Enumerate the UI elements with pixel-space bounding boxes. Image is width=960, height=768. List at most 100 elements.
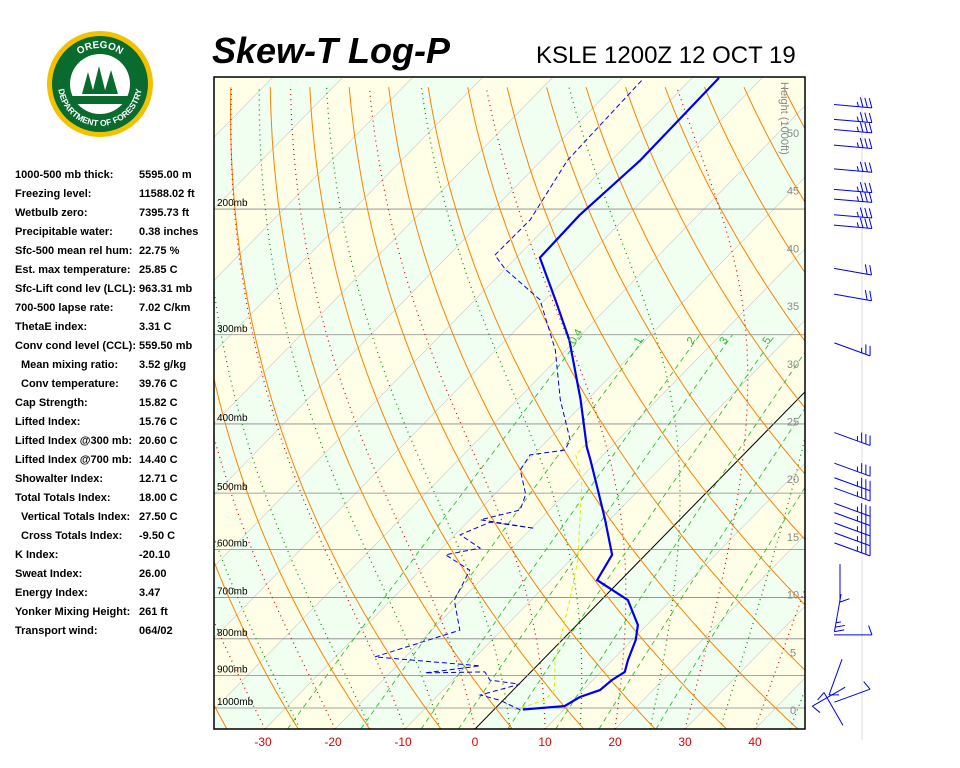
index-value: -9.50 C: [139, 530, 176, 542]
isotherm: [684, 605, 805, 729]
barb-flag: [868, 208, 873, 219]
index-value: 064/02: [139, 625, 173, 637]
barb-flag: [868, 162, 873, 173]
height-tick-label: 40: [787, 243, 799, 255]
isotherm: [214, 77, 484, 353]
moist-adiabat: [368, 87, 546, 729]
chart-title: Skew-T Log-P: [212, 30, 451, 71]
isobar-label: 500mb: [217, 482, 248, 493]
index-row: Mean mixing ratio: 3.52 g/kg: [15, 356, 198, 375]
isotherm: [0, 77, 203, 729]
index-value: 11588.02 ft: [139, 188, 195, 200]
barb-flag: [856, 196, 859, 202]
index-value: 963.31 mb: [139, 283, 193, 295]
index-row: Conv temperature: 39.76 C: [15, 375, 198, 394]
index-value: 15.76 C: [139, 416, 178, 428]
barb-staff: [834, 502, 871, 517]
index-label: Precipitable water:: [15, 226, 113, 238]
wind-barb: [833, 217, 873, 229]
barb-flag: [859, 122, 864, 133]
barb-staff: [834, 293, 872, 302]
wind-barb: [833, 137, 873, 149]
index-label: Lifted Index @300 mb:: [15, 435, 133, 447]
wind-barb: [834, 342, 871, 357]
barb-flag: [863, 681, 871, 690]
index-label: Conv cond level (CCL):: [15, 340, 137, 352]
wind-barb: [833, 122, 873, 134]
index-value: 261 ft: [139, 606, 168, 618]
index-label: Lifted Index:: [15, 416, 81, 428]
index-row: Cap Strength: 15.82 C: [15, 394, 198, 413]
dry-adiabat: [214, 703, 228, 729]
height-tick-label: 5: [790, 647, 796, 659]
wind-barb: [833, 594, 846, 633]
barb-flag: [868, 98, 873, 108]
height-axis-label: Height (1000ft): [778, 82, 790, 155]
barb-flag: [856, 222, 859, 228]
isobar-label: 700mb: [217, 586, 248, 597]
temperature-line: [522, 77, 720, 711]
index-value: 3.47: [139, 587, 161, 599]
isotherm: [214, 77, 624, 496]
index-value: 15.82 C: [139, 397, 178, 409]
wind-barb: [834, 502, 871, 517]
plot-frame: [213, 76, 806, 730]
dry-adiabat: [229, 87, 442, 729]
index-label: Est. max temperature:: [15, 264, 131, 276]
barb-staff: [823, 692, 844, 726]
barb-flag: [868, 138, 873, 149]
moist-adiabat: [420, 87, 583, 729]
index-label: Mean mixing ratio:: [21, 359, 119, 371]
index-label: 700-500 lapse rate:: [15, 302, 114, 314]
barb-staff: [834, 342, 871, 357]
dewpoint-line: [374, 79, 643, 711]
wind-barb: [833, 182, 873, 194]
barb-flag: [859, 97, 864, 108]
barb-flag: [856, 126, 859, 132]
barb-staff: [828, 659, 843, 696]
barb-flag: [864, 218, 868, 229]
index-value: 0.38 inches: [139, 226, 199, 238]
mixing-ratio-line: [360, 334, 648, 729]
isotherm: [214, 77, 554, 424]
index-label: Freezing level:: [15, 188, 92, 200]
height-tick-label: 0: [790, 705, 796, 717]
dry-adiabat: [269, 87, 513, 729]
index-value: 12.71 C: [139, 473, 178, 485]
isotherm: [214, 77, 764, 639]
index-row: Sweat Index: 26.00: [15, 565, 198, 584]
barb-flag: [817, 692, 825, 701]
index-value: -20.10: [139, 549, 171, 561]
index-row: Sfc-500 mean rel hum: 22.75 %: [15, 242, 198, 261]
isobar-label: 600mb: [217, 539, 248, 550]
barb-staff: [833, 594, 842, 632]
index-value: 20.60 C: [139, 435, 178, 447]
index-label: Sweat Index:: [15, 568, 83, 580]
temp-tick-label: 10: [538, 735, 552, 749]
index-value: 559.50 mb: [139, 340, 193, 352]
barb-flag: [856, 116, 859, 122]
station-time: KSLE 1200Z 12 OCT 19: [536, 42, 796, 69]
isobar-label: 900mb: [217, 664, 248, 675]
index-row: 1000-500 mb thick: 5595.00 m: [15, 166, 198, 185]
barb-staff: [834, 477, 871, 492]
wind-barb: [833, 161, 873, 173]
dry-adiabat: [214, 376, 371, 729]
mixing-ratio-line: [555, 351, 805, 729]
wind-barb: [834, 477, 871, 492]
mixing-ratio-label: 5: [761, 335, 774, 346]
barb-staff: [834, 432, 871, 447]
index-row: 700-500 lapse rate: 7.02 C/km: [15, 299, 198, 318]
wind-barb: [834, 522, 871, 537]
dry-adiabat: [823, 87, 960, 729]
barb-staff: [833, 144, 872, 149]
isobar-label: 800mb: [217, 628, 248, 639]
height-tick-label: 10: [787, 590, 799, 602]
wind-barb: [834, 462, 871, 477]
index-value: 27.50 C: [139, 511, 178, 523]
index-label: Sfc-Lift cond lev (LCL):: [15, 283, 136, 295]
index-row: Wetbulb zero: 7395.73 ft: [15, 204, 198, 223]
isotherm: [214, 77, 694, 567]
height-tick-label: 50: [787, 128, 799, 140]
wind-barb: [834, 264, 873, 276]
